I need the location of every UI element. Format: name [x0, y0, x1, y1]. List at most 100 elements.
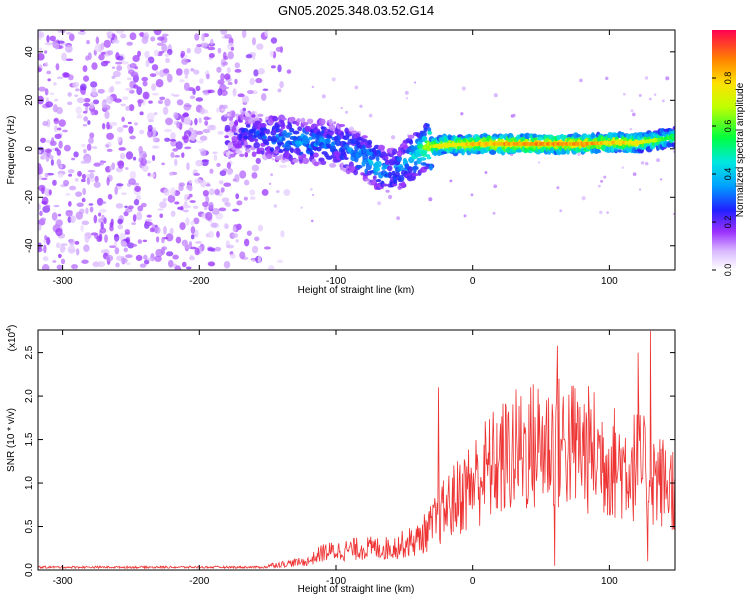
spectrogram-noise-point: [221, 86, 230, 90]
spectrogram-noise-point: [230, 46, 235, 51]
spectrogram-noise-point: [98, 53, 105, 61]
spectrogram-noise-point: [185, 217, 190, 226]
spectrogram-noise-point: [157, 100, 164, 105]
spectrogram-noise-point: [268, 182, 272, 186]
spectrogram-noise-point: [188, 179, 193, 184]
spectrogram-noise-point: [56, 127, 62, 131]
spectrogram-noise-point: [46, 236, 51, 246]
spectrogram-ridge-point: [375, 160, 382, 168]
spectrogram-noise-point: [89, 206, 94, 213]
spectrogram-noise-point: [60, 258, 66, 265]
spectrogram-ridge-point: [265, 128, 271, 135]
spectrogram-noise-point: [38, 166, 44, 175]
spectrogram-noise-point: [220, 73, 225, 81]
spectrogram-noise-point: [138, 145, 143, 154]
spectrogram-noise-point: [194, 118, 198, 126]
spectrogram-noise-point: [80, 89, 86, 96]
spectrogram-noise-point: [38, 223, 42, 231]
spectrogram-noise-point: [55, 219, 63, 227]
spectrogram-noise-point: [82, 187, 86, 196]
spectrogram-noise-point: [90, 108, 96, 116]
spectrogram-noise-point: [245, 54, 253, 59]
spectrogram-noise-point: [189, 95, 196, 100]
spectrogram-noise-point: [194, 46, 202, 55]
spectrogram-noise-point: [148, 100, 153, 104]
spectrogram-noise-point: [396, 216, 401, 221]
spectrogram-noise-point: [81, 173, 87, 180]
spectrogram-ridge-point: [367, 139, 373, 146]
spectrogram-ridge-point: [320, 160, 327, 166]
spectrogram-noise-point: [155, 71, 160, 76]
spectrogram-noise-point: [145, 222, 154, 226]
spectrogram-noise-point: [38, 203, 42, 211]
spectrogram-ridge-point: [328, 118, 333, 126]
spectrogram-noise-point: [115, 203, 124, 209]
spectrogram-noise-point: [537, 161, 541, 164]
spectrogram-noise-point: [184, 146, 192, 150]
spectrogram-marks: [38, 30, 675, 270]
spectrogram-noise-point: [232, 233, 239, 238]
spectrogram-noise-point: [113, 233, 120, 242]
spectrogram-noise-point: [163, 225, 167, 235]
spectrogram-ridge-point: [477, 150, 482, 155]
spectrogram-noise-point: [144, 50, 150, 59]
spectrogram-noise-point: [68, 33, 75, 42]
spectrogram-noise-point: [155, 236, 160, 243]
spectrogram-noise-point: [195, 159, 203, 167]
spectrogram-noise-point: [354, 85, 359, 90]
spectrogram-ridge-point: [329, 162, 337, 168]
spectrogram-ridge-point: [402, 157, 408, 164]
spectrogram-noise-point: [46, 70, 52, 75]
colorbar-tick-label: 0.6: [723, 120, 733, 133]
spectrogram-noise-point: [104, 110, 110, 120]
spectrogram-noise-point: [212, 151, 218, 155]
spectrogram-ridge-point: [306, 118, 314, 125]
spectrogram-noise-point: [236, 200, 243, 206]
spectrogram-noise-point: [470, 193, 474, 197]
spectrogram-noise-point: [41, 177, 48, 181]
spectrogram-noise-point: [271, 158, 275, 161]
y-tick-label: 2.5: [24, 345, 35, 359]
spectrogram-noise-point: [251, 245, 259, 254]
spectrogram-noise-point: [66, 31, 72, 35]
spectrogram-noise-point: [123, 211, 129, 217]
spectrogram-ridge-point: [239, 153, 245, 158]
spectrogram-noise-point: [131, 222, 137, 225]
spectrogram-noise-point: [264, 246, 271, 250]
spectrogram-noise-point: [67, 245, 76, 254]
spectrogram-noise-point: [99, 227, 107, 234]
spectrogram-noise-point: [112, 70, 121, 78]
spectrogram-noise-point: [38, 149, 42, 154]
spectrogram-noise-point: [201, 159, 209, 167]
spectrogram-noise-point: [147, 124, 153, 132]
spectrogram-noise-point: [89, 102, 95, 110]
spectrogram-noise-point: [225, 201, 231, 208]
spectrogram-noise-point: [76, 114, 83, 119]
spectrogram-noise-point: [286, 69, 292, 74]
spectrogram-noise-point: [159, 201, 167, 209]
spectrogram-noise-point: [189, 200, 196, 203]
spectrogram-noise-point: [149, 227, 155, 233]
spectrogram-noise-point: [190, 246, 197, 250]
spectrogram-noise-point: [118, 147, 127, 151]
spectrogram-ridge-point: [353, 169, 358, 176]
spectrogram-noise-point: [232, 124, 236, 134]
spectrogram-noise-point: [106, 177, 110, 186]
spectrogram-ridge-point: [425, 123, 430, 128]
spectrogram-ridge-point: [299, 160, 303, 164]
spectrogram-ridge-point: [396, 150, 403, 157]
spectrogram-noise-point: [190, 68, 195, 72]
spectrogram-ridge-point: [378, 144, 385, 151]
spectrogram-noise-point: [146, 112, 155, 121]
spectrogram-noise-point: [150, 36, 156, 42]
spectrogram-ridge-point: [245, 144, 252, 149]
snr-scale-exponent: 4: [6, 328, 13, 332]
spectrogram-noise-point: [46, 35, 50, 43]
spectrogram-noise-point: [58, 119, 66, 127]
spectrogram-noise-point: [172, 254, 179, 260]
spectrogram-noise-point: [194, 247, 200, 256]
spectrogram-noise-point: [207, 261, 216, 267]
spectrogram-noise-point: [125, 262, 131, 266]
spectrogram-ridge-point: [384, 155, 389, 161]
spectrogram-ridge-point: [381, 183, 389, 187]
